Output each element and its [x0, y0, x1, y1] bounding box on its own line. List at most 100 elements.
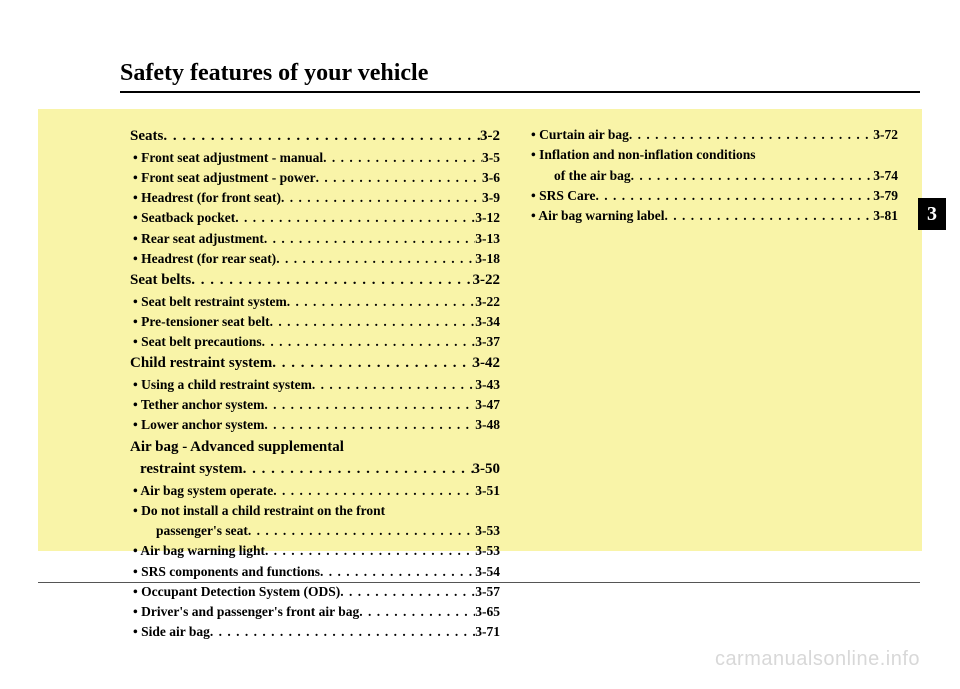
- toc-dots: . . . . . . . . . . . . . . . . . . . . …: [243, 458, 473, 481]
- toc-entry: passenger's seat . . . . . . . . . . . .…: [130, 521, 500, 541]
- toc-entry: • Using a child restraint system . . . .…: [130, 375, 500, 395]
- toc-entry-label: • SRS Care: [531, 186, 595, 206]
- toc-column-1: Seats . . . . . . . . . . . . . . . . . …: [130, 125, 500, 643]
- toc-entry-label: • Air bag warning light: [133, 541, 265, 561]
- toc-entry: • SRS Care . . . . . . . . . . . . . . .…: [528, 186, 898, 206]
- toc-page-num: 3-47: [475, 395, 500, 415]
- toc-entry: Seats . . . . . . . . . . . . . . . . . …: [130, 125, 500, 148]
- toc-dots: . . . . . . . . . . . . . . . . . . . . …: [270, 312, 476, 332]
- footer-rule: [38, 582, 920, 583]
- toc-entry-label: • Seat belt precautions: [133, 332, 262, 352]
- toc-dots: . . . . . . . . . . . . . . . . . . . . …: [248, 521, 475, 541]
- toc-entry-label: • Seat belt restraint system: [133, 292, 287, 312]
- toc-entry-label: • Do not install a child restraint on th…: [133, 501, 385, 521]
- toc-page-num: 3-81: [873, 206, 898, 226]
- toc-dots: . . . . . . . . . . . . . . . . . . . . …: [265, 541, 475, 561]
- chapter-tab: 3: [918, 198, 946, 230]
- title-underline: Safety features of your vehicle: [120, 60, 920, 93]
- toc-page-num: 3-22: [473, 269, 501, 292]
- toc-entry: • Pre-tensioner seat belt . . . . . . . …: [130, 312, 500, 332]
- toc-section-label: Child restraint system: [130, 352, 272, 375]
- toc-section-label: Seat belts: [130, 269, 191, 292]
- toc-entry: • Occupant Detection System (ODS) . . . …: [130, 582, 500, 602]
- toc-entry: • Rear seat adjustment . . . . . . . . .…: [130, 229, 500, 249]
- toc-page-num: 3-48: [475, 415, 500, 435]
- toc-entry: of the air bag . . . . . . . . . . . . .…: [528, 166, 898, 186]
- toc-entry: • Air bag system operate . . . . . . . .…: [130, 481, 500, 501]
- toc-entry-label: passenger's seat: [156, 521, 248, 541]
- toc-dots: . . . . . . . . . . . . . . . . . . . . …: [340, 582, 475, 602]
- toc-page-num: 3-13: [475, 229, 500, 249]
- toc-entry: • Front seat adjustment - manual . . . .…: [130, 148, 500, 168]
- toc-page-num: 3-22: [475, 292, 500, 312]
- toc-page-num: 3-65: [475, 602, 500, 622]
- toc-page-num: 3-37: [475, 332, 500, 352]
- toc-entry-label: • Curtain air bag: [531, 125, 629, 145]
- toc-entry-label: • Side air bag: [133, 622, 210, 642]
- toc-dots: . . . . . . . . . . . . . . . . . . . . …: [629, 125, 873, 145]
- toc-entry-label: • Front seat adjustment - power: [133, 168, 316, 188]
- toc-entry-label: • Front seat adjustment - manual: [133, 148, 323, 168]
- toc-entry: Seat belts . . . . . . . . . . . . . . .…: [130, 269, 500, 292]
- toc-dots: . . . . . . . . . . . . . . . . . . . . …: [191, 269, 472, 292]
- toc-dots: . . . . . . . . . . . . . . . . . . . . …: [264, 395, 475, 415]
- toc-dots: . . . . . . . . . . . . . . . . . . . . …: [235, 208, 475, 228]
- toc-entry-label: • Driver's and passenger's front air bag: [133, 602, 359, 622]
- toc-dots: . . . . . . . . . . . . . . . . . . . . …: [665, 206, 874, 226]
- toc-entry: Air bag - Advanced supplemental: [130, 436, 500, 459]
- toc-page-num: 3-53: [475, 521, 500, 541]
- toc-page-num: 3-42: [473, 352, 501, 375]
- toc-entry-label: of the air bag: [554, 166, 631, 186]
- toc-dots: . . . . . . . . . . . . . . . . . . . . …: [262, 332, 476, 352]
- toc-page-num: 3-71: [475, 622, 500, 642]
- toc-entry-label: • Rear seat adjustment: [133, 229, 264, 249]
- toc-page-num: 3-2: [480, 125, 500, 148]
- toc-dots: . . . . . . . . . . . . . . . . . . . . …: [272, 352, 472, 375]
- toc-page-num: 3-34: [475, 312, 500, 332]
- toc-entry: • Curtain air bag . . . . . . . . . . . …: [528, 125, 898, 145]
- toc-page-num: 3-5: [482, 148, 500, 168]
- toc-entry-label: • Air bag system operate: [133, 481, 273, 501]
- toc-entry-label: • Headrest (for front seat): [133, 188, 281, 208]
- toc-entry: • Tether anchor system . . . . . . . . .…: [130, 395, 500, 415]
- toc-dots: . . . . . . . . . . . . . . . . . . . . …: [210, 622, 475, 642]
- toc-dots: . . . . . . . . . . . . . . . . . . . . …: [316, 168, 482, 188]
- toc-page-num: 3-9: [482, 188, 500, 208]
- toc-page-num: 3-53: [475, 541, 500, 561]
- toc-content: Seats . . . . . . . . . . . . . . . . . …: [130, 125, 900, 643]
- toc-entry: • Seat belt restraint system . . . . . .…: [130, 292, 500, 312]
- toc-entry: • Driver's and passenger's front air bag…: [130, 602, 500, 622]
- toc-entry: • Side air bag . . . . . . . . . . . . .…: [130, 622, 500, 642]
- toc-page-num: 3-43: [475, 375, 500, 395]
- watermark: carmanualsonline.info: [715, 648, 920, 671]
- toc-dots: . . . . . . . . . . . . . . . . . . . . …: [264, 229, 475, 249]
- toc-entry: Child restraint system . . . . . . . . .…: [130, 352, 500, 375]
- toc-entry-label: • Air bag warning label: [531, 206, 665, 226]
- toc-dots: . . . . . . . . . . . . . . . . . . . . …: [264, 415, 475, 435]
- toc-dots: . . . . . . . . . . . . . . . . . . . . …: [312, 375, 475, 395]
- toc-page-num: 3-12: [475, 208, 500, 228]
- toc-entry: • SRS components and functions . . . . .…: [130, 562, 500, 582]
- toc-page-num: 3-79: [873, 186, 898, 206]
- toc-entry-label: • Headrest (for rear seat): [133, 249, 276, 269]
- toc-dots: . . . . . . . . . . . . . . . . . . . . …: [320, 562, 475, 582]
- toc-page-num: 3-72: [873, 125, 898, 145]
- toc-entry: restraint system . . . . . . . . . . . .…: [130, 458, 500, 481]
- toc-dots: . . . . . . . . . . . . . . . . . . . . …: [163, 125, 480, 148]
- page-container: Safety features of your vehicle Seats . …: [0, 0, 960, 689]
- toc-entry: • Air bag warning light . . . . . . . . …: [130, 541, 500, 561]
- toc-dots: . . . . . . . . . . . . . . . . . . . . …: [287, 292, 476, 312]
- toc-entry: • Lower anchor system . . . . . . . . . …: [130, 415, 500, 435]
- toc-page-num: 3-50: [473, 458, 501, 481]
- toc-entry-label: • Pre-tensioner seat belt: [133, 312, 270, 332]
- toc-page-num: 3-54: [475, 562, 500, 582]
- toc-entry-label: • Lower anchor system: [133, 415, 264, 435]
- toc-page-num: 3-6: [482, 168, 500, 188]
- toc-dots: . . . . . . . . . . . . . . . . . . . . …: [281, 188, 482, 208]
- toc-dots: . . . . . . . . . . . . . . . . . . . . …: [631, 166, 874, 186]
- toc-entry-label: • Using a child restraint system: [133, 375, 312, 395]
- toc-page-num: 3-74: [873, 166, 898, 186]
- toc-dots: . . . . . . . . . . . . . . . . . . . . …: [323, 148, 482, 168]
- toc-dots: . . . . . . . . . . . . . . . . . . . . …: [595, 186, 873, 206]
- toc-section-label: restraint system: [130, 458, 243, 481]
